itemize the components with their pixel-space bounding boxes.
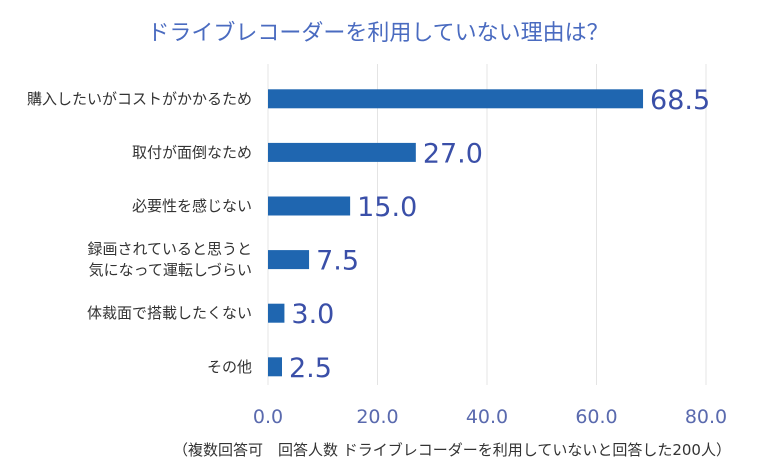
x-tick-label: 60.0: [575, 406, 617, 428]
bar: [268, 196, 351, 216]
x-tick-label: 0.0: [253, 406, 283, 428]
chart-title: ドライブレコーダーを利用していない理由は？: [147, 21, 608, 46]
bar: [268, 303, 285, 323]
category-label: 購入したいがコストがかかるため: [27, 90, 252, 108]
x-axis-tick-labels: 0.0 20.0 40.0 60.0 80.0: [253, 406, 727, 428]
category-label: 必要性を感じない: [132, 197, 252, 215]
category-label: 録画されていると思うと: [87, 240, 252, 258]
bar: [268, 89, 644, 109]
value-label: 68.5: [650, 85, 710, 116]
bar: [268, 357, 282, 377]
category-label: 気になって運転しづらい: [89, 261, 252, 279]
category-label: 体裁面で搭載したくない: [87, 304, 252, 322]
x-tick-label: 20.0: [356, 406, 398, 428]
category-label: その他: [207, 358, 252, 376]
value-labels: 68.5 27.015.0 7.5 3.0 2.5: [289, 85, 710, 384]
bar: [268, 142, 416, 162]
value-label: 27.0: [423, 138, 483, 169]
value-label: 3.0: [291, 299, 334, 330]
x-tick-label: 80.0: [685, 406, 727, 428]
category-label: 取付が面倒なため: [132, 143, 252, 161]
x-tick-label: 40.0: [466, 406, 508, 428]
value-label: 7.5: [316, 246, 359, 277]
value-label: 15.0: [357, 192, 417, 223]
category-labels: 購入したいがコストがかかるため取付が面倒なため必要性を感じない録画されていると思…: [27, 90, 252, 376]
bar: [268, 250, 310, 270]
value-label: 2.5: [289, 353, 332, 384]
gridlines: [267, 64, 707, 385]
footnote: （複数回答可 回答人数 ドライブレコーダーを利用していないと回答した200人）: [173, 441, 731, 459]
bars: [268, 89, 644, 377]
